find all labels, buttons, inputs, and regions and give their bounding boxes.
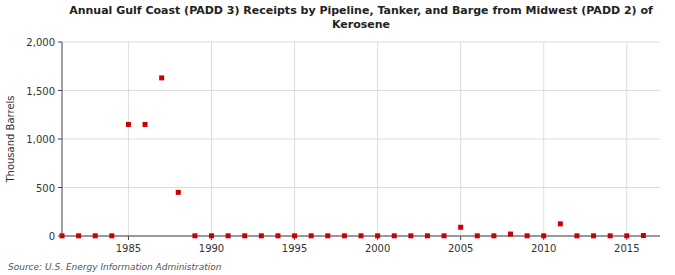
tick [58, 139, 62, 140]
points [60, 75, 646, 238]
point [242, 233, 247, 238]
point [259, 233, 264, 238]
grid-line [377, 42, 378, 236]
tick-label: 2005 [448, 243, 473, 254]
point [275, 233, 280, 238]
point [60, 233, 65, 238]
point [375, 233, 380, 238]
point [458, 225, 463, 230]
grid-line [128, 42, 129, 236]
point [309, 233, 314, 238]
point [525, 233, 530, 238]
point [425, 233, 430, 238]
tick-label: 2,000 [26, 37, 55, 48]
tick-label: 0 [49, 231, 55, 242]
point [442, 233, 447, 238]
tick-label: 1995 [282, 243, 307, 254]
point [591, 233, 596, 238]
grid-line [62, 42, 660, 43]
point [392, 233, 397, 238]
grid-line [460, 42, 461, 236]
point [93, 233, 98, 238]
tick-label: 1990 [199, 243, 224, 254]
point [342, 233, 347, 238]
chart: Annual Gulf Coast (PADD 3) Receipts by P… [0, 0, 675, 275]
grid-line [62, 90, 660, 91]
point [508, 232, 513, 237]
point [126, 122, 131, 127]
tick-label: 1,500 [26, 86, 55, 97]
source: Source: U.S. Energy Information Administ… [8, 262, 222, 272]
y-axis-label: Thousand Barrels [5, 95, 16, 183]
point [159, 75, 164, 80]
point [608, 233, 613, 238]
tick-label: 2010 [531, 243, 556, 254]
grid-line [294, 42, 295, 236]
tick-label: 2015 [614, 243, 639, 254]
tick-label: 500 [36, 183, 55, 194]
point [359, 233, 364, 238]
grid-line [62, 187, 660, 188]
tick [58, 42, 62, 43]
tick [128, 236, 129, 240]
tick-label: 1,000 [26, 134, 55, 145]
tick [58, 90, 62, 91]
tick-label: 2000 [365, 243, 390, 254]
grid-line [626, 42, 627, 236]
point [558, 221, 563, 226]
grid [62, 42, 660, 236]
grid-line [62, 139, 660, 140]
point [192, 233, 197, 238]
point [292, 233, 297, 238]
point [541, 233, 546, 238]
point [475, 233, 480, 238]
grid-line [543, 42, 544, 236]
point [491, 233, 496, 238]
point [209, 233, 214, 238]
title: Annual Gulf Coast (PADD 3) Receipts by P… [69, 4, 653, 31]
tick-label: 1985 [116, 243, 141, 254]
tick [58, 187, 62, 188]
point [574, 233, 579, 238]
point [143, 122, 148, 127]
tick [460, 236, 461, 240]
point [226, 233, 231, 238]
point [76, 233, 81, 238]
grid-line [211, 42, 212, 236]
point [641, 233, 646, 238]
point [624, 233, 629, 238]
point [176, 190, 181, 195]
point [408, 233, 413, 238]
point [109, 233, 114, 238]
point [325, 233, 330, 238]
